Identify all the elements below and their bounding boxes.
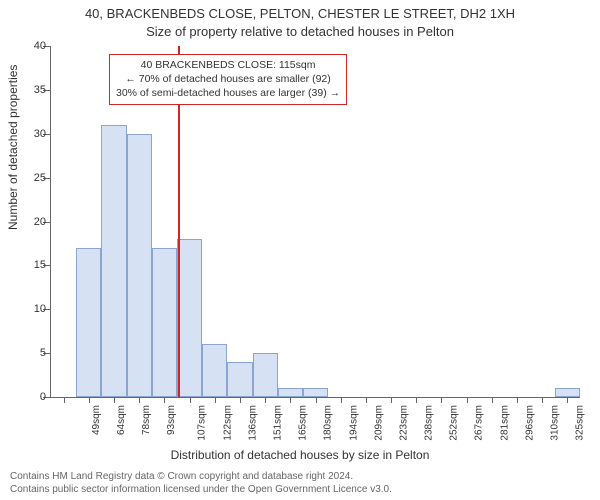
y-tick-label: 0 bbox=[16, 391, 46, 403]
y-tick-label: 35 bbox=[16, 84, 46, 96]
x-tick bbox=[316, 397, 317, 403]
histogram-bar bbox=[101, 125, 126, 397]
y-tick-label: 40 bbox=[16, 40, 46, 52]
annotation-line: ← 70% of detached houses are smaller (92… bbox=[116, 72, 340, 86]
x-tick bbox=[492, 397, 493, 403]
histogram-bar bbox=[555, 388, 580, 397]
y-tick-label: 15 bbox=[16, 259, 46, 271]
x-tick bbox=[567, 397, 568, 403]
y-tick-label: 5 bbox=[16, 347, 46, 359]
x-tick bbox=[366, 397, 367, 403]
x-tick bbox=[416, 397, 417, 403]
histogram-bar bbox=[278, 388, 303, 397]
histogram-bar bbox=[127, 134, 152, 397]
annotation-box: 40 BRACKENBEDS CLOSE: 115sqm← 70% of det… bbox=[109, 54, 347, 105]
x-tick-label: 194sqm bbox=[348, 405, 359, 441]
y-tick-label: 20 bbox=[16, 216, 46, 228]
histogram-bar bbox=[202, 344, 227, 397]
x-tick-label: 325sqm bbox=[575, 405, 586, 441]
x-tick bbox=[290, 397, 291, 403]
x-tick bbox=[341, 397, 342, 403]
histogram-bar bbox=[227, 362, 252, 397]
annotation-line: 40 BRACKENBEDS CLOSE: 115sqm bbox=[116, 58, 340, 72]
histogram-bar bbox=[76, 248, 101, 397]
x-tick bbox=[114, 397, 115, 403]
x-tick-label: 252sqm bbox=[449, 405, 460, 441]
x-tick bbox=[64, 397, 65, 403]
x-tick-label: 93sqm bbox=[166, 405, 177, 435]
x-tick-label: 122sqm bbox=[222, 405, 233, 441]
x-tick-label: 238sqm bbox=[424, 405, 435, 441]
y-tick-label: 10 bbox=[16, 303, 46, 315]
x-tick-label: 296sqm bbox=[524, 405, 535, 441]
x-tick bbox=[89, 397, 90, 403]
footer-attribution: Contains HM Land Registry data © Crown c… bbox=[10, 470, 392, 496]
x-tick-label: 78sqm bbox=[141, 405, 152, 435]
x-tick bbox=[391, 397, 392, 403]
x-tick bbox=[240, 397, 241, 403]
chart-title-desc: Size of property relative to detached ho… bbox=[0, 24, 600, 39]
x-tick-label: 310sqm bbox=[550, 405, 561, 441]
x-tick bbox=[517, 397, 518, 403]
x-tick-label: 180sqm bbox=[323, 405, 334, 441]
plot-area: 051015202530354049sqm64sqm78sqm93sqm107s… bbox=[50, 46, 580, 398]
annotation-line: 30% of semi-detached houses are larger (… bbox=[116, 86, 340, 100]
y-tick-label: 30 bbox=[16, 128, 46, 140]
x-tick-label: 165sqm bbox=[298, 405, 309, 441]
x-tick-label: 209sqm bbox=[373, 405, 384, 441]
footer-line1: Contains HM Land Registry data © Crown c… bbox=[10, 470, 392, 483]
x-axis-label: Distribution of detached houses by size … bbox=[0, 448, 600, 462]
x-tick bbox=[215, 397, 216, 403]
chart-title-address: 40, BRACKENBEDS CLOSE, PELTON, CHESTER L… bbox=[0, 6, 600, 21]
x-tick bbox=[190, 397, 191, 403]
x-tick-label: 136sqm bbox=[247, 405, 258, 441]
histogram-bar bbox=[152, 248, 177, 397]
x-tick-label: 151sqm bbox=[273, 405, 284, 441]
y-tick-label: 25 bbox=[16, 172, 46, 184]
histogram-bar bbox=[177, 239, 202, 397]
histogram-bar bbox=[253, 353, 278, 397]
x-tick bbox=[542, 397, 543, 403]
x-tick bbox=[441, 397, 442, 403]
x-tick bbox=[265, 397, 266, 403]
x-tick-label: 107sqm bbox=[197, 405, 208, 441]
x-tick bbox=[164, 397, 165, 403]
x-tick-label: 49sqm bbox=[91, 405, 102, 435]
footer-line2: Contains public sector information licen… bbox=[10, 483, 392, 496]
x-tick bbox=[467, 397, 468, 403]
x-tick-label: 267sqm bbox=[474, 405, 485, 441]
chart-container: 40, BRACKENBEDS CLOSE, PELTON, CHESTER L… bbox=[0, 0, 600, 500]
histogram-bar bbox=[303, 388, 328, 397]
x-tick-label: 64sqm bbox=[116, 405, 127, 435]
x-tick-label: 223sqm bbox=[398, 405, 409, 441]
x-tick-label: 281sqm bbox=[499, 405, 510, 441]
x-tick bbox=[139, 397, 140, 403]
